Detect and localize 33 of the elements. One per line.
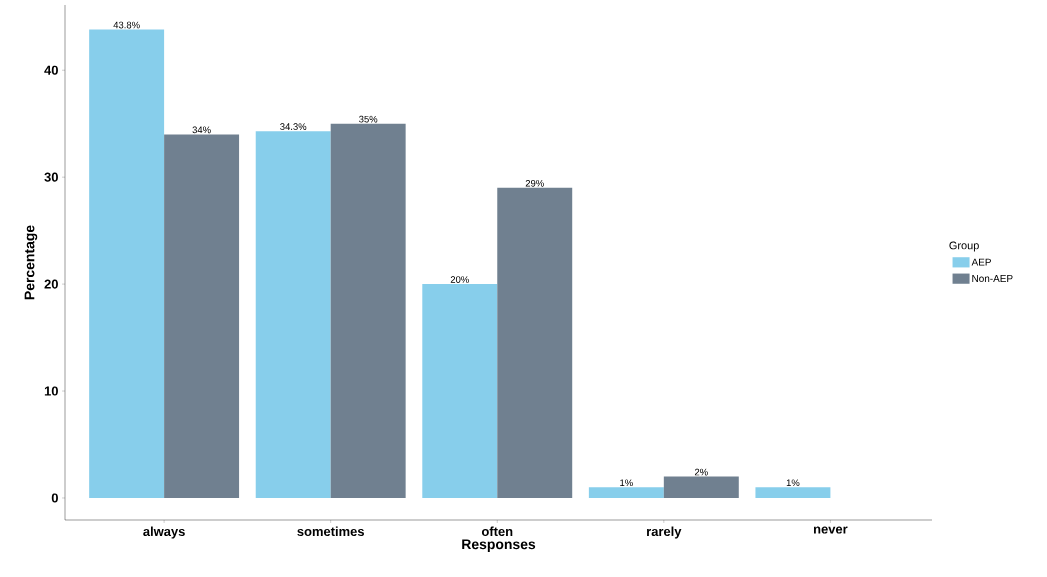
y-tick-label: 10	[44, 386, 58, 396]
y-tick-label: 20	[44, 279, 58, 289]
data-label: 20%	[450, 276, 469, 283]
data-label: 34%	[192, 126, 211, 134]
x-tick-label: sometimes	[297, 526, 364, 537]
x-tick-label: never	[813, 526, 848, 534]
legend-label: Non-AEP	[972, 275, 1013, 282]
data-label: 1%	[786, 479, 800, 487]
data-label: 35%	[359, 115, 378, 123]
x-tick-label: always	[143, 526, 185, 539]
x-axis-title: Responses	[462, 539, 536, 552]
x-tick-label: rarely	[647, 526, 682, 539]
y-axis-title: Percentage	[24, 225, 38, 300]
y-tick-label: 0	[51, 493, 58, 503]
bar	[330, 123, 406, 498]
bar	[422, 284, 498, 498]
legend-title: Group	[949, 241, 979, 252]
y-tick-label: 30	[44, 172, 58, 182]
bar	[755, 487, 831, 498]
bar	[89, 29, 165, 498]
bar	[255, 131, 331, 498]
legend-label: AEP	[971, 258, 991, 266]
bar	[164, 134, 240, 498]
bar	[497, 187, 573, 498]
data-label: 43.8%	[113, 21, 140, 29]
data-label: 1%	[620, 479, 633, 487]
x-tick-label: often	[481, 526, 513, 537]
data-label: 29%	[525, 179, 544, 187]
bar	[588, 487, 664, 498]
data-label: 2%	[694, 468, 708, 476]
bar	[663, 476, 739, 498]
y-tick-label: 40	[44, 65, 58, 75]
data-label: 34.3%	[280, 123, 307, 130]
